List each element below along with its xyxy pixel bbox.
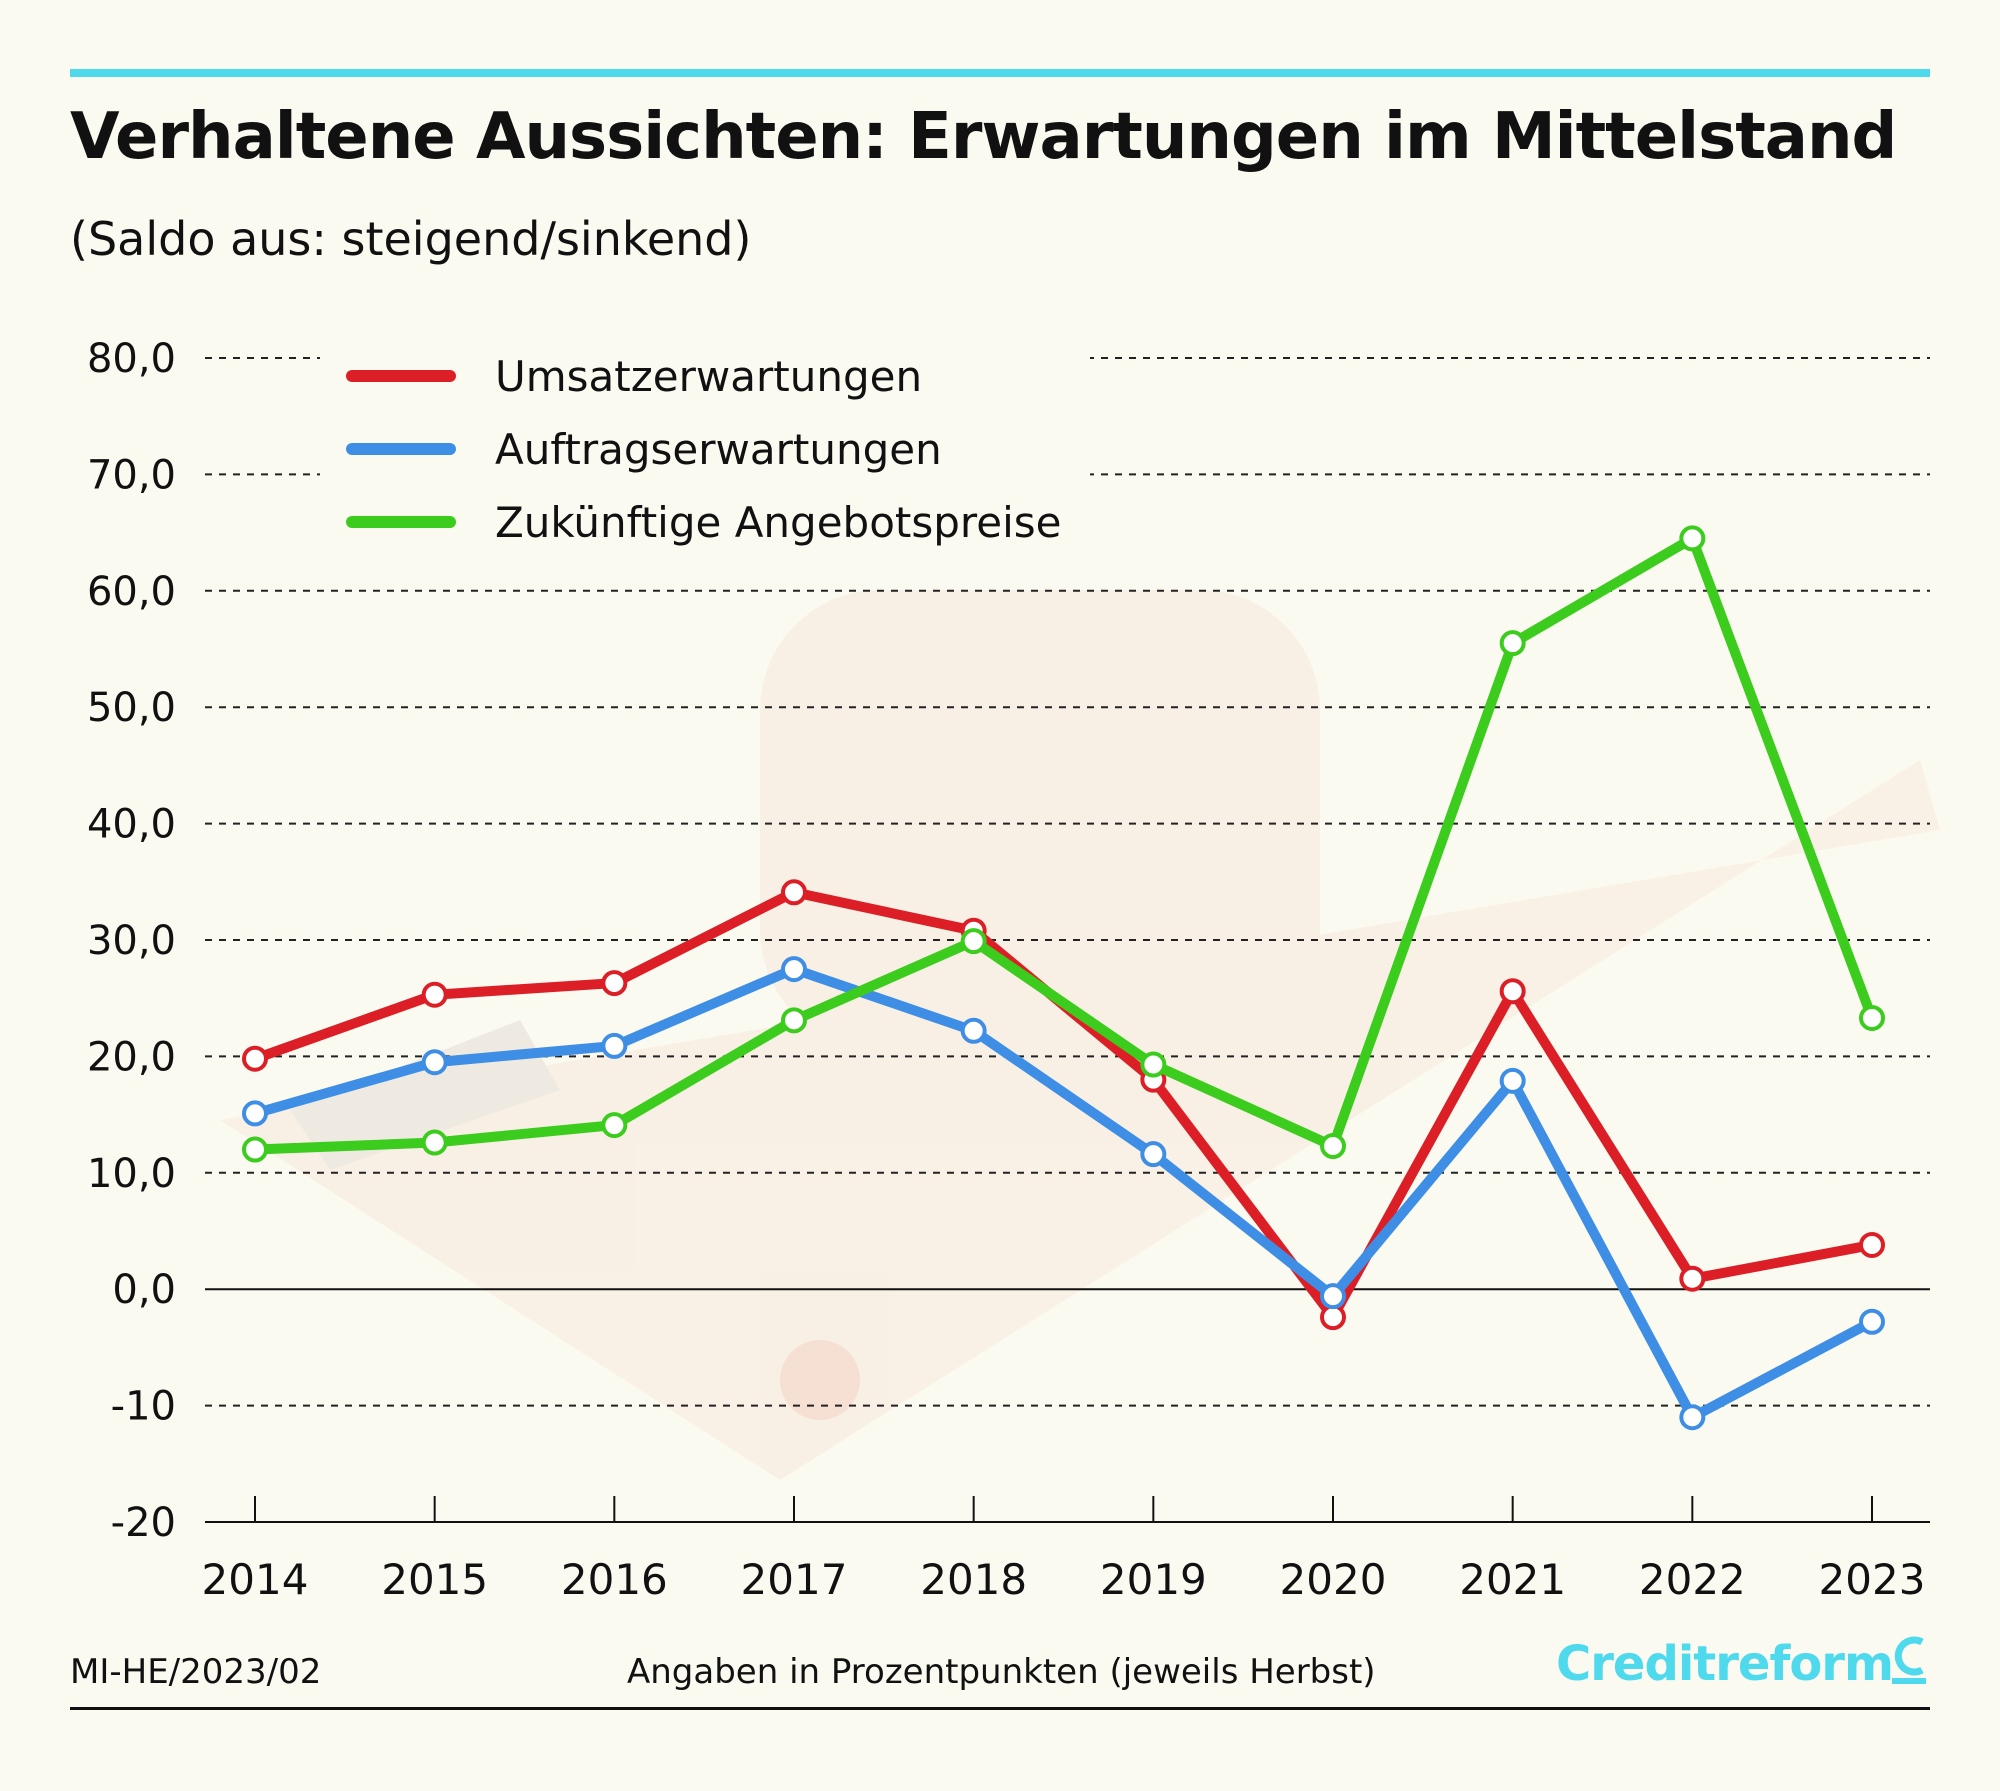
y-tick-label: 60,0 — [87, 569, 176, 615]
y-tick-label: 40,0 — [87, 802, 176, 848]
data-point — [1140, 1051, 1167, 1078]
x-tick-label: 2016 — [561, 1555, 668, 1604]
y-tick-label: 70,0 — [87, 452, 176, 498]
data-point — [1499, 978, 1526, 1005]
data-point — [1859, 1231, 1885, 1258]
data-point — [781, 956, 807, 983]
data-point — [421, 981, 448, 1008]
x-tick-label: 2021 — [1459, 1555, 1566, 1604]
x-tick-label: 2015 — [381, 1555, 488, 1604]
chart-subtitle: (Saldo aus: steigend/sinkend) — [70, 212, 752, 266]
chart-title: Verhaltene Aussichten: Erwartungen im Mi… — [70, 100, 1897, 174]
y-tick-label: 20,0 — [87, 1034, 176, 1080]
data-point — [960, 1017, 987, 1044]
series-line — [250, 533, 1877, 1155]
creditreform-logo-icon — [1892, 1636, 1926, 1684]
footer-note: Angaben in Prozentpunkten (jeweils Herbs… — [627, 1652, 1376, 1692]
legend-label: Umsatzerwartungen — [495, 352, 922, 401]
series-1 — [242, 956, 1885, 1431]
series-line — [250, 964, 1877, 1423]
data-point — [1859, 1308, 1885, 1335]
chart-series — [242, 525, 1885, 1431]
y-tick-label: 50,0 — [87, 685, 176, 731]
data-point — [1859, 1004, 1885, 1031]
series-2 — [242, 525, 1885, 1163]
data-point — [1320, 1133, 1346, 1160]
chart-axes: 80,0 70,0 60,0 50,0 40,0 30,0 20,0 10,0 0,0 -10 -2… — [87, 336, 1930, 1604]
x-tick-label: 2023 — [1819, 1555, 1926, 1604]
y-tick-label: 0,0 — [112, 1267, 176, 1313]
chart-grid — [205, 357, 1930, 1407]
data-point — [781, 879, 807, 906]
chart-legend: Umsatzerwartungen Auftragserwartungen Zukü… — [320, 328, 1090, 558]
x-tick-label: 2014 — [202, 1555, 309, 1604]
y-tick-label: 80,0 — [87, 336, 176, 382]
data-point — [1679, 1265, 1706, 1292]
legend-label: Auftragserwartungen — [495, 425, 942, 474]
data-point — [1499, 630, 1526, 657]
data-point — [242, 1100, 268, 1127]
data-point — [1320, 1283, 1346, 1310]
data-point — [601, 1032, 628, 1059]
y-tick-label: 30,0 — [87, 918, 176, 964]
data-point — [421, 1049, 448, 1076]
data-point — [601, 970, 628, 997]
data-point — [1679, 1404, 1706, 1431]
data-point — [1320, 1304, 1346, 1331]
data-point — [1499, 1067, 1526, 1094]
data-point — [601, 1112, 628, 1139]
y-tick-label: -20 — [111, 1500, 176, 1546]
x-tick-label: 2017 — [741, 1555, 848, 1604]
data-point — [960, 928, 987, 955]
top-accent-rule — [70, 69, 1930, 77]
data-point — [781, 1007, 807, 1034]
data-point — [242, 1136, 268, 1163]
data-point — [421, 1129, 448, 1156]
x-tick-label: 2022 — [1639, 1555, 1746, 1604]
data-point — [1679, 525, 1706, 552]
y-tick-label: -10 — [111, 1384, 176, 1430]
x-tick-label: 2020 — [1280, 1555, 1387, 1604]
y-tick-label: 10,0 — [87, 1151, 176, 1197]
background-illustration — [220, 590, 1940, 1480]
x-tick-label: 2018 — [920, 1555, 1027, 1604]
legend-label: Zukünftige Angebotspreise — [495, 498, 1062, 547]
footer-code: MI-HE/2023/02 — [70, 1652, 322, 1692]
data-point — [242, 1045, 268, 1072]
brand-logo-text: Creditreform — [1556, 1636, 1894, 1692]
bottom-rule — [70, 1707, 1930, 1710]
x-tick-label: 2019 — [1100, 1555, 1207, 1604]
data-point — [1140, 1141, 1167, 1168]
